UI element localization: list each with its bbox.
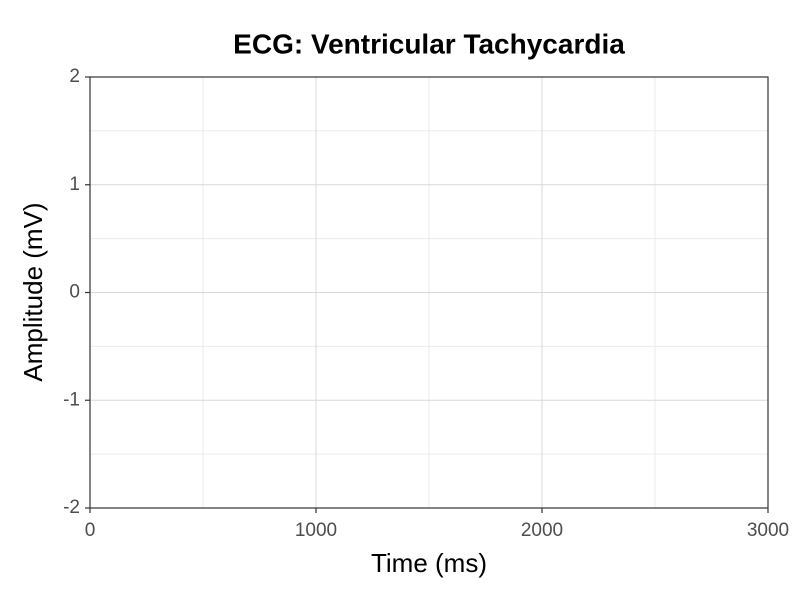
x-tick-label: 2000 [521, 520, 563, 541]
x-tick-label: 0 [85, 520, 96, 541]
x-axis-label: Time (ms) [371, 548, 487, 578]
x-tick-label: 3000 [747, 520, 789, 541]
y-tick-label: 0 [69, 282, 80, 303]
y-tick-label: 2 [69, 66, 80, 87]
y-tick-label: 1 [69, 174, 80, 195]
y-tick-label: -1 [63, 389, 80, 410]
y-axis-label: Amplitude (mV) [18, 202, 48, 381]
y-tick-label: -2 [63, 497, 80, 518]
chart-title: ECG: Ventricular Tachycardia [233, 28, 625, 59]
x-tick-label: 1000 [295, 520, 337, 541]
